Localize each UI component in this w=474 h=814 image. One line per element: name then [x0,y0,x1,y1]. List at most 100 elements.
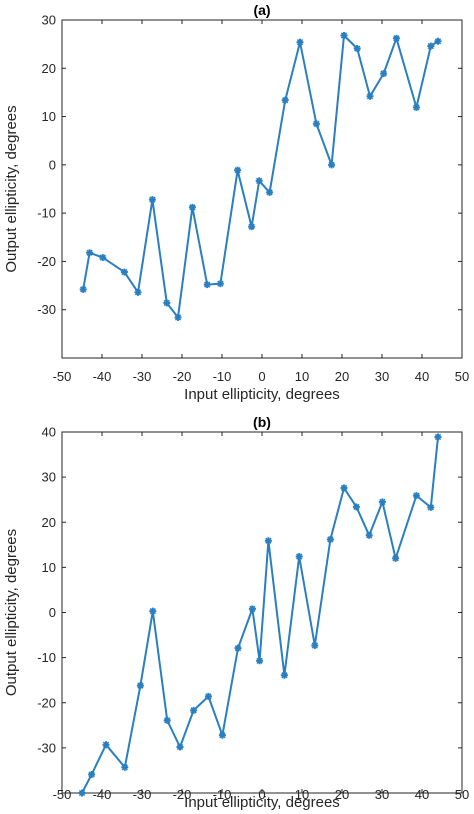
y-tick-label: -10 [37,650,56,665]
marker-d2 [281,672,288,679]
marker-d2 [427,504,434,511]
data-point [412,103,420,111]
y-tick-label: 40 [42,425,56,440]
marker-d2 [311,642,318,649]
marker-d2 [99,254,106,261]
marker-d2 [328,161,335,169]
data-point [412,492,420,500]
y-tick-label: -20 [37,254,56,269]
x-axis-label: Input ellipticity, degrees [184,794,340,811]
data-point [255,177,263,185]
data-point [163,716,171,724]
data-point [248,605,256,613]
y-tick-label: -10 [37,206,56,221]
chart-b: -50 -40 -30 -20 -10 0 10 20 30 40 50 -30 -20 -10 0 10 20… [3,414,469,811]
data-point [427,42,435,50]
data-point [340,484,348,492]
marker-d2 [413,104,420,111]
data-point [353,44,361,52]
chart-title: (a) [253,2,270,18]
data-point [88,770,96,778]
marker-d2 [189,204,196,211]
marker-d2 [149,607,156,615]
plot-frame [61,431,463,794]
marker-d2 [78,789,86,797]
x-tick-label: 30 [375,369,389,384]
data-point [366,92,374,100]
marker-d2 [353,503,360,511]
x-tick-label: 20 [335,787,349,802]
y-tick-label: 20 [42,515,56,530]
data-point [234,166,242,174]
y-tick-label: 0 [49,157,56,172]
data-point [163,299,171,307]
data-point [378,498,386,506]
data-point [99,254,107,262]
marker-d2 [340,484,348,492]
data-point [121,763,129,771]
marker-d2 [174,314,182,321]
data-point [266,188,274,196]
x-tick-label: 30 [375,787,389,802]
marker-d2 [80,286,87,293]
data-point [102,741,110,749]
x-tick-label: 50 [455,369,469,384]
data-point [340,31,348,39]
marker-d2 [327,536,334,543]
marker-d2 [392,555,399,562]
marker-d2 [393,35,400,42]
data-point [264,537,272,545]
data-point [392,34,400,42]
marker-d2 [86,249,93,256]
data-point [256,657,264,665]
marker-d2 [366,532,373,539]
x-tick-label: -10 [213,787,232,802]
data-point [120,268,128,276]
marker-d2 [234,644,242,652]
marker-d2 [149,196,156,203]
data-point [295,553,303,561]
data-point [148,196,156,204]
data-point [190,706,198,714]
data-point [380,70,388,78]
data-point [392,554,400,562]
x-tick-label: -10 [213,369,232,384]
x-tick-label: 20 [335,369,349,384]
data-point [78,789,86,797]
marker-d2 [256,177,263,184]
y-axis-label: Output ellipticity, degrees [3,529,20,696]
marker-d2 [219,732,226,739]
y-tick-label: 30 [42,13,56,28]
marker-d2 [205,693,212,700]
data-point [79,285,87,293]
data-point [326,535,334,543]
y-tick-label: 10 [42,109,56,124]
marker-d2 [249,605,256,613]
marker-d2 [190,707,197,714]
x-tick-label: 40 [415,787,429,802]
marker-d2 [296,39,304,46]
x-tick-label: 10 [295,369,309,384]
data-point [311,641,319,649]
data-point [149,607,157,615]
marker-d2 [248,223,255,230]
y-tick-label: -30 [37,740,56,755]
marker-d2 [217,280,224,287]
data-point [352,503,360,511]
x-tick-label: 40 [415,369,429,384]
x-tick-label: 10 [295,787,309,802]
y-tick-label: 10 [42,560,56,575]
y-tick-label: 30 [42,470,56,485]
data-point [188,203,196,211]
data-point [434,37,442,45]
marker-d2 [163,299,170,307]
x-axis-label: Input ellipticity, degrees [184,386,340,403]
x-tick-label: -50 [53,369,72,384]
marker-d2 [102,741,110,748]
marker-d2 [379,498,386,506]
marker-d2 [134,289,142,296]
marker-d2 [137,682,144,689]
data-point [281,96,289,104]
chart-a: -50 -40 -30 -20 -10 0 10 20 30 40 50 -30 -20 -10 0 10 20… [3,2,469,403]
data-point [248,223,256,231]
